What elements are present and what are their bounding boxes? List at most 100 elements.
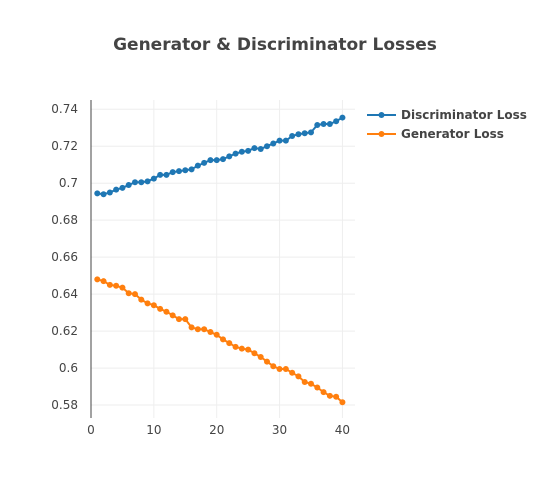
- data-point: [264, 143, 270, 150]
- data-point: [295, 373, 302, 380]
- data-point: [220, 156, 226, 163]
- x-tick-label: 10: [146, 423, 161, 437]
- data-point: [201, 326, 208, 333]
- legend-swatch-marker: [378, 131, 385, 137]
- data-point: [232, 150, 239, 157]
- data-point: [119, 284, 126, 291]
- data-point: [226, 340, 233, 347]
- grid-lines: [91, 100, 355, 418]
- data-point: [182, 167, 189, 174]
- data-point: [94, 190, 101, 197]
- legend-item[interactable]: Discriminator Loss: [367, 108, 527, 122]
- data-point: [257, 353, 264, 360]
- y-tick-label: 0.7: [59, 176, 78, 190]
- data-point: [157, 171, 164, 178]
- legend-label: Generator Loss: [401, 127, 504, 141]
- data-point: [144, 300, 151, 307]
- data-point: [245, 147, 252, 154]
- data-point: [251, 350, 258, 357]
- data-point: [282, 366, 289, 373]
- data-point: [339, 114, 346, 121]
- data-point: [113, 186, 120, 193]
- data-point: [194, 162, 201, 169]
- data-point: [314, 384, 321, 391]
- data-point: [270, 140, 277, 147]
- data-point: [207, 157, 214, 164]
- data-point: [100, 278, 107, 285]
- chart-title: Generator & Discriminator Losses: [113, 35, 437, 55]
- y-tick-label: 0.72: [51, 139, 78, 153]
- y-tick-label: 0.66: [51, 250, 78, 264]
- legend-swatch-marker: [378, 112, 385, 118]
- data-point: [188, 324, 195, 331]
- x-tick-label: 0: [87, 423, 95, 437]
- y-tick-label: 0.62: [51, 324, 78, 338]
- legend[interactable]: Discriminator Loss Generator Loss: [367, 108, 527, 141]
- x-tick-label: 20: [209, 423, 224, 437]
- data-point: [276, 366, 283, 373]
- data-point: [100, 191, 107, 198]
- series-1: [94, 276, 346, 406]
- data-point: [289, 133, 296, 140]
- data-point: [308, 380, 314, 387]
- data-point: [207, 329, 214, 336]
- data-point: [238, 345, 245, 352]
- y-tick-label: 0.64: [51, 287, 78, 301]
- data-point: [176, 316, 182, 323]
- data-point: [182, 316, 189, 323]
- data-point: [94, 276, 101, 283]
- data-point: [125, 182, 132, 189]
- data-point: [326, 121, 333, 128]
- data-point: [282, 137, 289, 144]
- y-tick-label: 0.6: [59, 361, 78, 375]
- series-line: [97, 116, 343, 196]
- data-point: [232, 343, 239, 350]
- data-point: [339, 399, 346, 406]
- axes: 0.58 0.6 0.62 0.64 0.66 0.68 0.7 0.72 0.74 0 10 20 3…: [51, 100, 350, 437]
- x-tick-label: 40: [335, 423, 350, 437]
- data-point: [251, 145, 258, 152]
- data-point: [150, 175, 157, 182]
- data-point: [138, 296, 145, 303]
- data-point: [245, 346, 252, 353]
- data-point: [308, 129, 314, 136]
- legend-item[interactable]: Generator Loss: [367, 127, 504, 141]
- data-point: [106, 281, 113, 288]
- data-point: [150, 302, 157, 309]
- data-point: [276, 137, 283, 144]
- series-group: [94, 114, 346, 406]
- legend-label: Discriminator Loss: [401, 108, 527, 122]
- data-point: [264, 358, 270, 365]
- data-point: [238, 148, 245, 155]
- data-point: [169, 169, 176, 176]
- x-tick-label: 30: [272, 423, 287, 437]
- data-point: [188, 166, 195, 173]
- data-point: [176, 168, 182, 175]
- data-point: [201, 159, 208, 166]
- data-point: [220, 336, 226, 343]
- data-point: [295, 131, 302, 138]
- data-point: [270, 363, 277, 370]
- y-tick-label: 0.68: [51, 213, 78, 227]
- data-point: [132, 291, 138, 298]
- data-point: [301, 378, 308, 385]
- data-point: [333, 118, 340, 125]
- data-point: [163, 171, 170, 178]
- data-point: [226, 153, 233, 160]
- data-point: [163, 308, 170, 315]
- data-point: [194, 326, 201, 333]
- data-point: [125, 290, 132, 297]
- data-point: [213, 157, 220, 164]
- data-point: [119, 184, 126, 191]
- data-point: [289, 369, 296, 376]
- data-point: [314, 121, 321, 128]
- data-point: [320, 389, 327, 396]
- data-point: [333, 393, 340, 400]
- y-tick-label: 0.74: [51, 102, 78, 116]
- data-point: [169, 312, 176, 319]
- data-point: [144, 178, 151, 185]
- data-point: [138, 179, 145, 186]
- series-line: [97, 278, 344, 404]
- data-point: [326, 392, 333, 399]
